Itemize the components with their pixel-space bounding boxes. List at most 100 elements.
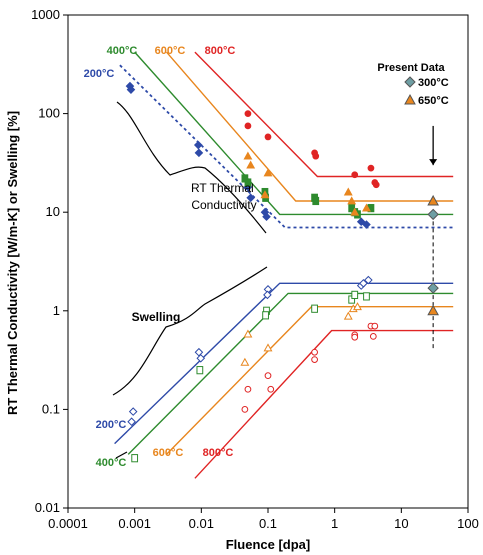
swelling-point-200C: [128, 407, 138, 416]
swelling-point-600C: [263, 343, 273, 352]
swelling-point-400C: [262, 311, 269, 320]
y-tick-label: 1000: [31, 7, 60, 22]
swelling-point-200C: [127, 417, 136, 427]
thermal-point-200C: [362, 220, 371, 229]
swelling-point-800C: [311, 348, 318, 356]
swelling-trend-200C: [114, 282, 454, 445]
y-tick-label: 10: [46, 204, 60, 219]
thermal-point-600C: [350, 207, 360, 216]
thermal-trend-600C: [165, 51, 454, 202]
thermal-point-600C: [243, 151, 253, 160]
swelling-point-800C: [244, 385, 252, 393]
y-tick-label: 0.1: [42, 401, 60, 416]
tick-labels: 0.0001 0.001 0.01 0.1 1 10 100 0.01 0.1 1 10 100 100…: [31, 7, 479, 531]
thermal-curve-label-600C: 600°C: [155, 45, 186, 57]
swelling-group-label: Swelling: [132, 310, 181, 324]
thermal-curve-label-400C: 400°C: [107, 45, 138, 57]
data-points: [125, 81, 439, 463]
x-axis-title: Fluence [dpa]: [226, 537, 311, 552]
present-arrow-head: [429, 159, 438, 166]
x-tick-label: 0.01: [189, 516, 214, 531]
swelling-point-400C: [363, 292, 370, 301]
thermal-point-800C: [351, 171, 359, 179]
x-tick-label: 0.1: [259, 516, 277, 531]
swelling-point-600C: [240, 357, 250, 366]
y-axis-title: RT Thermal Conductivity [W/m-K] or Swell…: [5, 111, 20, 415]
swelling-point-800C: [351, 333, 359, 341]
thermal-point-400C: [312, 196, 320, 206]
thermal-point-800C: [372, 181, 380, 189]
swelling-curve-label-600C: 600°C: [153, 447, 184, 459]
thermal-group-line-2: Conductivity: [191, 198, 256, 212]
swelling-point-600C: [343, 311, 353, 320]
thermal-point-200C: [246, 193, 255, 203]
thermal-point-600C: [347, 196, 357, 205]
thermal-brace: [116, 101, 267, 234]
thermal-point-200C: [356, 217, 366, 227]
swelling-point-400C: [131, 454, 139, 463]
legend-label-0: 300°C: [418, 77, 449, 89]
thermal-point-600C: [343, 187, 353, 196]
present-point-present_650C: [427, 194, 439, 206]
thermal-point-200C: [126, 85, 136, 94]
thermal-trend-200C: [119, 64, 454, 229]
plot-frame: [63, 14, 469, 513]
swelling-brace: [112, 266, 268, 396]
swelling-point-800C: [267, 385, 275, 393]
swelling-curve-label-200C: 200°C: [96, 419, 127, 431]
x-tick-label: 0.0001: [48, 516, 88, 531]
swelling-point-200C: [263, 290, 272, 300]
x-tick-label: 0.001: [118, 516, 151, 531]
thermal-point-800C: [244, 110, 252, 117]
present-data-label: Present Data: [377, 62, 445, 74]
present-point-present_300C: [427, 282, 439, 294]
x-tick-label: 100: [457, 516, 479, 531]
thermal-point-600C: [263, 168, 273, 177]
thermal-point-800C: [312, 152, 320, 160]
swelling-point-600C: [243, 329, 253, 338]
legend-marker-0: [404, 76, 416, 88]
y-tick-label: 0.01: [35, 500, 60, 515]
y-tick-label: 100: [38, 106, 60, 121]
thermal-point-400C: [244, 178, 252, 187]
swelling-point-800C: [241, 406, 249, 413]
thermal-point-800C: [264, 133, 272, 141]
thermal-curve-label-200C: 200°C: [84, 68, 115, 80]
thermal-point-800C: [367, 164, 375, 172]
legend-marker-1: [404, 93, 416, 105]
thermal-point-600C: [246, 160, 256, 169]
swelling-point-800C: [371, 322, 379, 330]
swelling-point-800C: [264, 372, 272, 380]
present-point-present_650C: [427, 304, 439, 316]
swelling-point-200C: [359, 279, 368, 288]
swelling-curve-label-400C: 400°C: [96, 457, 127, 469]
thermal-trend-800C: [194, 51, 454, 178]
swelling-trend-400C: [127, 292, 454, 455]
thermal-point-600C: [362, 203, 371, 212]
swelling-point-200C: [364, 275, 373, 285]
legend-label-1: 650°C: [418, 95, 449, 107]
swelling-point-600C: [353, 302, 362, 311]
thermal-point-800C: [244, 122, 252, 130]
swelling-curve-label-800C: 800°C: [203, 447, 234, 459]
present-point-present_300C: [427, 208, 439, 221]
thermal-point-200C: [194, 148, 204, 158]
thermal-group-line-1: RT Thermal: [191, 181, 254, 195]
x-tick-label: 10: [394, 516, 408, 531]
thermal-point-600C: [260, 190, 270, 199]
thermal-group-label: RT Thermal Conductivity: [191, 181, 257, 212]
thermal-point-200C: [262, 212, 271, 222]
swelling-point-200C: [196, 353, 206, 363]
swelling-point-800C: [369, 333, 377, 340]
annotations: 200°C 400°C 600°C 800°C 200°C 400°C 600°C 800°C…: [84, 45, 449, 469]
thermal-trend-400C: [134, 51, 454, 216]
x-tick-label: 1: [331, 516, 338, 531]
swelling-point-800C: [311, 356, 318, 363]
swelling-point-400C: [311, 304, 318, 313]
thermal-point-200C: [193, 140, 203, 150]
y-tick-label: 1: [53, 303, 60, 318]
swelling-point-400C: [351, 290, 359, 299]
swelling-400-pointer: [115, 451, 128, 459]
